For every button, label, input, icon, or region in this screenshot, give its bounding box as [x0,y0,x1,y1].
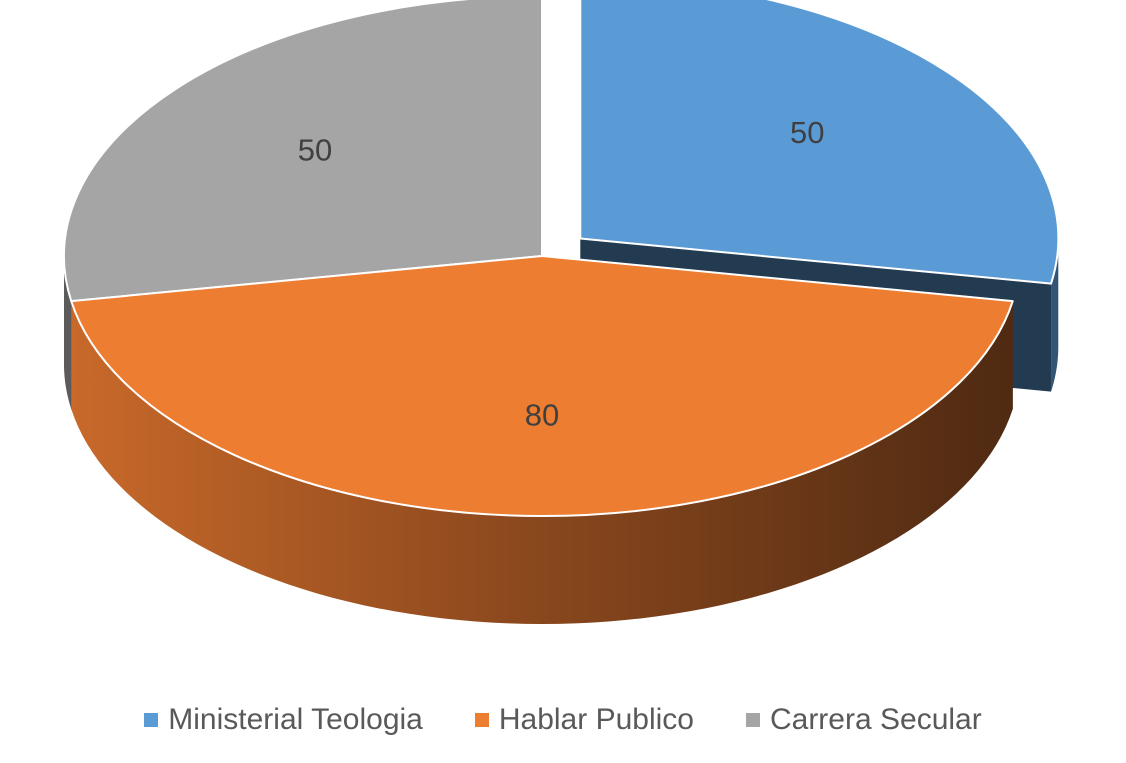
pie-slice-side [1051,238,1059,392]
legend-label: Ministerial Teologia [168,703,423,736]
pie-slice-side [64,256,72,410]
pie-slice-top [63,0,543,303]
pie-slice-top [70,255,1014,518]
legend-swatch [745,713,760,727]
legend-swatch [474,713,489,727]
legend-item-ministerial-teologia: Ministerial Teologia [144,703,423,737]
pie-slice-top [579,0,1060,285]
data-label-carrera-secular: 50 [298,133,332,168]
pie-slice-side [71,301,1013,624]
legend-item-hablar-publico: Hablar Publico [474,703,694,737]
legend-item-carrera-secular: Carrera Secular [745,703,982,737]
legend-swatch [144,713,159,727]
pie-slice-hablar-publico [70,255,1014,624]
legend-label: Hablar Publico [498,703,694,736]
legend-label: Carrera Secular [769,703,982,736]
data-label-ministerial-teologia: 50 [790,115,824,150]
data-label-hablar-publico: 80 [525,397,559,432]
chart-legend: Ministerial Teologia Hablar Publico Carr… [0,694,1126,746]
pie-chart-plot: 50 80 50 [63,0,1060,624]
